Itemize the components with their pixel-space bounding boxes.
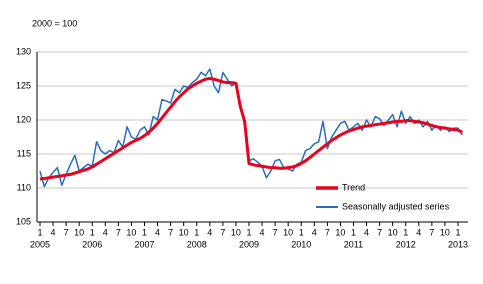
x-tick-label: 7 (116, 227, 121, 237)
series-line (39, 77, 463, 181)
x-tick-label: 4 (312, 227, 317, 237)
y-tick-label: 105 (16, 216, 31, 226)
x-tick-label: 1 (90, 227, 95, 237)
legend-label: Seasonally adjusted series (342, 201, 450, 211)
x-tick-label: 1 (246, 227, 251, 237)
x-group-label: 2006 (82, 239, 102, 249)
x-tick-label: 4 (416, 227, 421, 237)
x-tick-label: 7 (168, 227, 173, 237)
x-tick-label: 10 (126, 227, 136, 237)
x-tick-label: 1 (299, 227, 304, 237)
x-tick-label: 4 (260, 227, 265, 237)
x-group-label: 2009 (239, 239, 259, 249)
x-tick-label: 4 (207, 227, 212, 237)
x-tick-label: 10 (283, 227, 293, 237)
x-tick-label: 7 (429, 227, 434, 237)
x-tick-label: 7 (377, 227, 382, 237)
legend-label: Trend (342, 182, 365, 192)
x-tick-label: 7 (220, 227, 225, 237)
x-tick-label: 7 (325, 227, 330, 237)
x-tick-label: 1 (403, 227, 408, 237)
x-tick-label: 7 (273, 227, 278, 237)
x-group-label: 2008 (187, 239, 207, 249)
x-tick-label: 7 (64, 227, 69, 237)
y-tick-label: 125 (16, 80, 31, 90)
x-group-label: 2011 (344, 239, 363, 249)
x-tick-label: 1 (351, 227, 356, 237)
x-tick-label: 1 (142, 227, 147, 237)
x-tick-label: 1 (37, 227, 42, 237)
x-tick-label: 4 (155, 227, 160, 237)
x-tick-label: 10 (231, 227, 241, 237)
x-group-label: 2005 (30, 239, 50, 249)
y-tick-label: 120 (16, 114, 31, 124)
x-tick-label: 1 (455, 227, 460, 237)
y-tick-label: 110 (17, 182, 31, 192)
x-tick-label: 1 (194, 227, 199, 237)
x-tick-label: 10 (335, 227, 345, 237)
x-group-label: 2013 (448, 239, 468, 249)
y-tick-label: 130 (16, 46, 31, 56)
x-group-label: 2012 (396, 239, 416, 249)
y-tick-label: 115 (17, 148, 31, 158)
x-tick-label: 10 (440, 227, 450, 237)
x-tick-label: 4 (51, 227, 56, 237)
x-tick-label: 10 (388, 227, 398, 237)
unit-label: 2000 = 100 (32, 18, 77, 28)
x-group-label: 2010 (291, 239, 311, 249)
x-tick-label: 4 (103, 227, 108, 237)
x-tick-label: 10 (179, 227, 189, 237)
x-tick-label: 10 (74, 227, 84, 237)
x-tick-label: 4 (364, 227, 369, 237)
x-group-label: 2007 (134, 239, 154, 249)
series-line (39, 68, 463, 188)
